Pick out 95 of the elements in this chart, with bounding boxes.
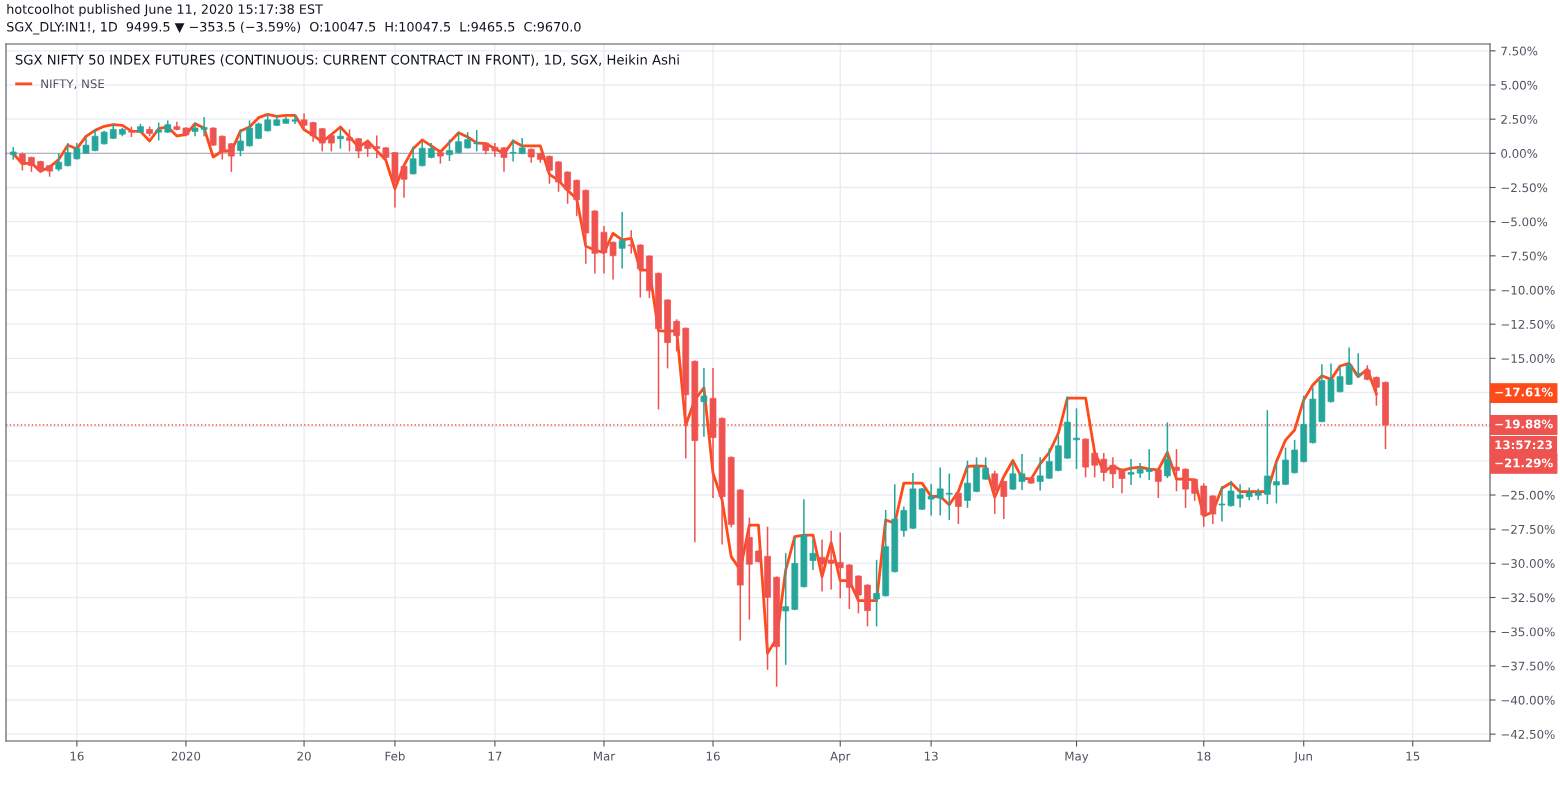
- candlestick: [855, 575, 862, 614]
- candlestick: [873, 559, 880, 627]
- x-tick-label: Mar: [593, 751, 616, 761]
- x-tick-label: May: [1065, 751, 1089, 763]
- y-tick-label: −35.00%: [1501, 627, 1555, 637]
- candlestick: [473, 130, 481, 152]
- candlestick: [1154, 469, 1162, 498]
- candlestick: [1264, 410, 1271, 505]
- candlestick: [936, 467, 944, 516]
- text: −21.29%: [1495, 458, 1553, 468]
- candlestick: [1182, 468, 1189, 508]
- candlestick: [246, 120, 253, 147]
- candlestick: [782, 552, 790, 665]
- candlestick: [618, 211, 626, 269]
- y-tick-label: −2.50%: [1501, 183, 1548, 193]
- candlestick: [237, 129, 244, 157]
- candlestick: [955, 489, 962, 524]
- candlestick: [346, 129, 353, 152]
- y-tick-label: 0.00%: [1501, 149, 1538, 158]
- candlestick: [309, 121, 317, 142]
- candlestick: [700, 367, 708, 437]
- candlestick: [1164, 422, 1171, 478]
- x-tick-label: 2020: [171, 751, 201, 761]
- text: −17.61%: [1495, 387, 1553, 397]
- candlestick: [836, 532, 844, 599]
- candlestick: [455, 132, 462, 154]
- candlestick: [627, 230, 635, 254]
- candlestick: [1273, 462, 1280, 504]
- candlestick: [991, 470, 999, 514]
- candlestick: [318, 127, 326, 152]
- y-tick-label: −42.50%: [1501, 729, 1555, 739]
- candlestick: [845, 564, 853, 610]
- candlestick: [418, 141, 426, 167]
- x-tick-label: 20: [297, 751, 311, 761]
- candlestick: [982, 457, 989, 480]
- candlestick: [818, 539, 826, 592]
- candlestick: [509, 139, 517, 162]
- candlestick: [945, 473, 953, 520]
- x-tick-label: 15: [1406, 751, 1420, 761]
- candlestick: [1291, 439, 1298, 474]
- candlestick: [1373, 376, 1380, 406]
- x-tick-label: 16: [706, 751, 720, 761]
- candlestick: [1191, 478, 1198, 501]
- x-tick-label: 18: [1197, 751, 1211, 761]
- candlestick: [1209, 495, 1217, 525]
- y-tick-label: −7.50%: [1501, 251, 1548, 261]
- y-tick-label: −5.00%: [1501, 217, 1548, 227]
- y-tick-label: −12.50%: [1501, 319, 1555, 329]
- ref-line-label: −19.88%: [1495, 419, 1553, 429]
- candlestick: [573, 179, 581, 217]
- candlestick: [64, 143, 72, 167]
- candlestick: [337, 128, 344, 149]
- text: 13:57:23: [1495, 440, 1552, 450]
- x-tick-label: 13: [924, 751, 938, 761]
- y-tick-label: −37.50%: [1501, 661, 1555, 671]
- y-tick-label: −15.00%: [1501, 354, 1555, 363]
- candlestick: [1173, 449, 1180, 492]
- candlestick: [1145, 449, 1153, 480]
- text: SGX NIFTY 50 INDEX FUTURES (CONTINUOUS: CURRENT CONTRACT IN FRONT), 1D, SGX, Heikin Ashi: [15, 54, 679, 67]
- x-tick-label: Feb: [385, 751, 405, 761]
- candlestick: [1073, 408, 1080, 469]
- candlestick: [555, 161, 562, 192]
- candlestick: [355, 137, 362, 159]
- x-tick-label: 16: [70, 751, 84, 761]
- candlestick: [1100, 453, 1108, 482]
- y-tick-label: 7.50%: [1501, 46, 1538, 56]
- chart-subtitle: hotcoolhot published June 11, 2020 15:17:38 EST SGX_DLY:IN1!, 1D 9499.5 ▼ −353.5 (−3.59%) O:10047.5 H:10047.5 L:9465.5 C:9670.0: [7, 4, 581, 35]
- y-tick-label: −30.00%: [1501, 559, 1555, 568]
- y-tick-label: 5.00%: [1501, 80, 1538, 90]
- y-tick-label: −10.00%: [1501, 285, 1555, 295]
- candlestick: [373, 135, 381, 159]
- legend-label: NIFTY, NSE: [41, 79, 105, 90]
- y-tick-label: −32.50%: [1501, 593, 1555, 603]
- candlestick: [446, 139, 453, 161]
- candlestick: [546, 155, 553, 184]
- candlestick: [218, 135, 226, 160]
- y-tick-label: −25.00%: [1501, 490, 1555, 500]
- candlestick: [1000, 480, 1008, 519]
- x-tick-label: 17: [488, 751, 502, 761]
- candlestick: [564, 171, 571, 204]
- x-tick-label: Jun: [1293, 751, 1312, 763]
- x-tick-label: Apr: [830, 751, 851, 763]
- candlestick: [1045, 448, 1053, 479]
- y-tick-label: −27.50%: [1501, 524, 1555, 534]
- candlestick: [409, 146, 417, 175]
- candlestick: [827, 530, 835, 590]
- candlestick: [636, 244, 644, 298]
- candlestick: [673, 319, 681, 352]
- candlestick: [964, 460, 971, 508]
- candlestick: [1036, 457, 1044, 491]
- y-tick-label: 2.50%: [1501, 114, 1538, 124]
- y-tick-label: −40.00%: [1501, 695, 1555, 705]
- candlestick: [228, 143, 235, 172]
- candlestick: [1354, 353, 1362, 378]
- candlestick: [1091, 452, 1099, 478]
